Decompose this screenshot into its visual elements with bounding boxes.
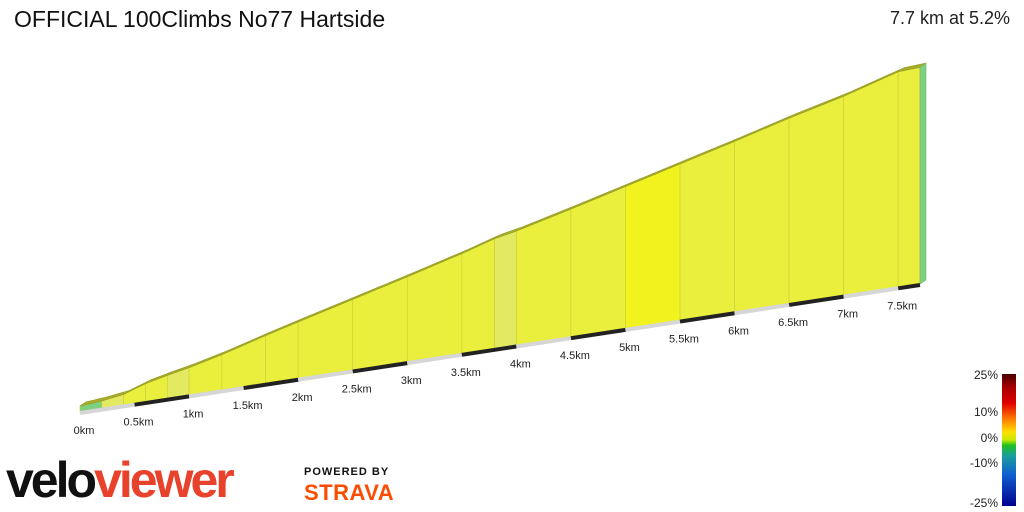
x-tick-label: 3.5km	[451, 367, 481, 379]
baseline-stripe	[679, 311, 735, 324]
x-tick-label: 3km	[401, 375, 422, 387]
x-tick-label: 6.5km	[778, 317, 808, 329]
baseline-stripe	[516, 336, 572, 349]
brand-footer: veloviewer POWERED BY STRAVA	[6, 448, 406, 512]
profile-end-cap	[919, 62, 927, 285]
climb-title: OFFICIAL 100Climbs No77 Hartside	[14, 6, 386, 32]
legend-label-minus25: -25%	[969, 496, 998, 510]
baseline-stripe	[461, 344, 517, 357]
profile-segment	[625, 163, 681, 330]
x-tick-label: 2km	[292, 392, 313, 404]
baseline-stripe	[406, 352, 463, 366]
baseline-stripe	[352, 361, 408, 374]
profile-segment	[679, 140, 735, 321]
profile-segment	[265, 321, 299, 385]
baseline-stripe	[843, 286, 899, 299]
x-tick-label: 2.5km	[342, 383, 372, 395]
profile-segment	[897, 66, 921, 288]
baseline-stripe	[625, 319, 681, 332]
baseline-stripe	[734, 302, 790, 316]
x-tick-label: 0km	[74, 425, 95, 437]
profile-segment	[297, 298, 354, 380]
legend-label-25: 25%	[973, 368, 998, 382]
baseline-stripe	[897, 283, 921, 291]
baseline-stripe	[570, 327, 626, 341]
veloviewer-logo-viewer: viewer	[94, 452, 235, 508]
x-tick-label: 7.5km	[887, 300, 917, 312]
legend-label-0: 0%	[980, 431, 998, 445]
legend-label-minus10: -10%	[969, 456, 998, 470]
profile-segment	[570, 186, 626, 338]
baseline-stripe	[297, 369, 354, 382]
x-tick-label: 1.5km	[233, 400, 263, 412]
veloviewer-logo-velo: velo	[6, 452, 97, 508]
x-tick-label: 6km	[728, 325, 749, 337]
gradient-legend-bar	[1002, 374, 1016, 506]
chart-layer: 0km 0.5km 1km 1.5km 2km 2.5km 3km 3.5km 4km 4.5km…	[74, 62, 927, 437]
veloviewer-logo[interactable]: veloviewer	[6, 452, 235, 508]
profile-segment	[788, 95, 844, 305]
x-tick-label: 5.5km	[669, 334, 699, 346]
profile-segment	[734, 117, 790, 313]
baseline-stripe	[134, 394, 190, 407]
profile-segment	[461, 238, 495, 355]
x-tick-label: 5km	[619, 342, 640, 354]
climb-summary: 7.7 km at 5.2%	[889, 8, 1010, 28]
baseline-stripe	[79, 402, 135, 415]
powered-by-label: POWERED BY	[304, 466, 390, 478]
x-tick-label: 4.5km	[560, 350, 590, 362]
x-tick-label: 7km	[837, 309, 858, 321]
baseline-stripe	[788, 294, 844, 307]
x-tick-label: 1km	[183, 408, 204, 420]
x-tick-label: 4km	[510, 359, 531, 371]
baseline-stripe	[188, 386, 244, 399]
profile-segment	[352, 276, 408, 371]
strava-logo[interactable]: STRAVA	[304, 480, 395, 505]
baseline-stripe	[243, 377, 299, 391]
profile-segment	[406, 253, 463, 363]
x-tick-label: 0.5km	[124, 417, 154, 429]
legend-label-10: 10%	[973, 405, 998, 419]
profile-segment	[494, 230, 517, 350]
profile-segment	[516, 208, 572, 346]
profile-segment	[843, 71, 899, 296]
gradient-legend: 25% 10% 0% -10% -25%	[958, 366, 1024, 512]
